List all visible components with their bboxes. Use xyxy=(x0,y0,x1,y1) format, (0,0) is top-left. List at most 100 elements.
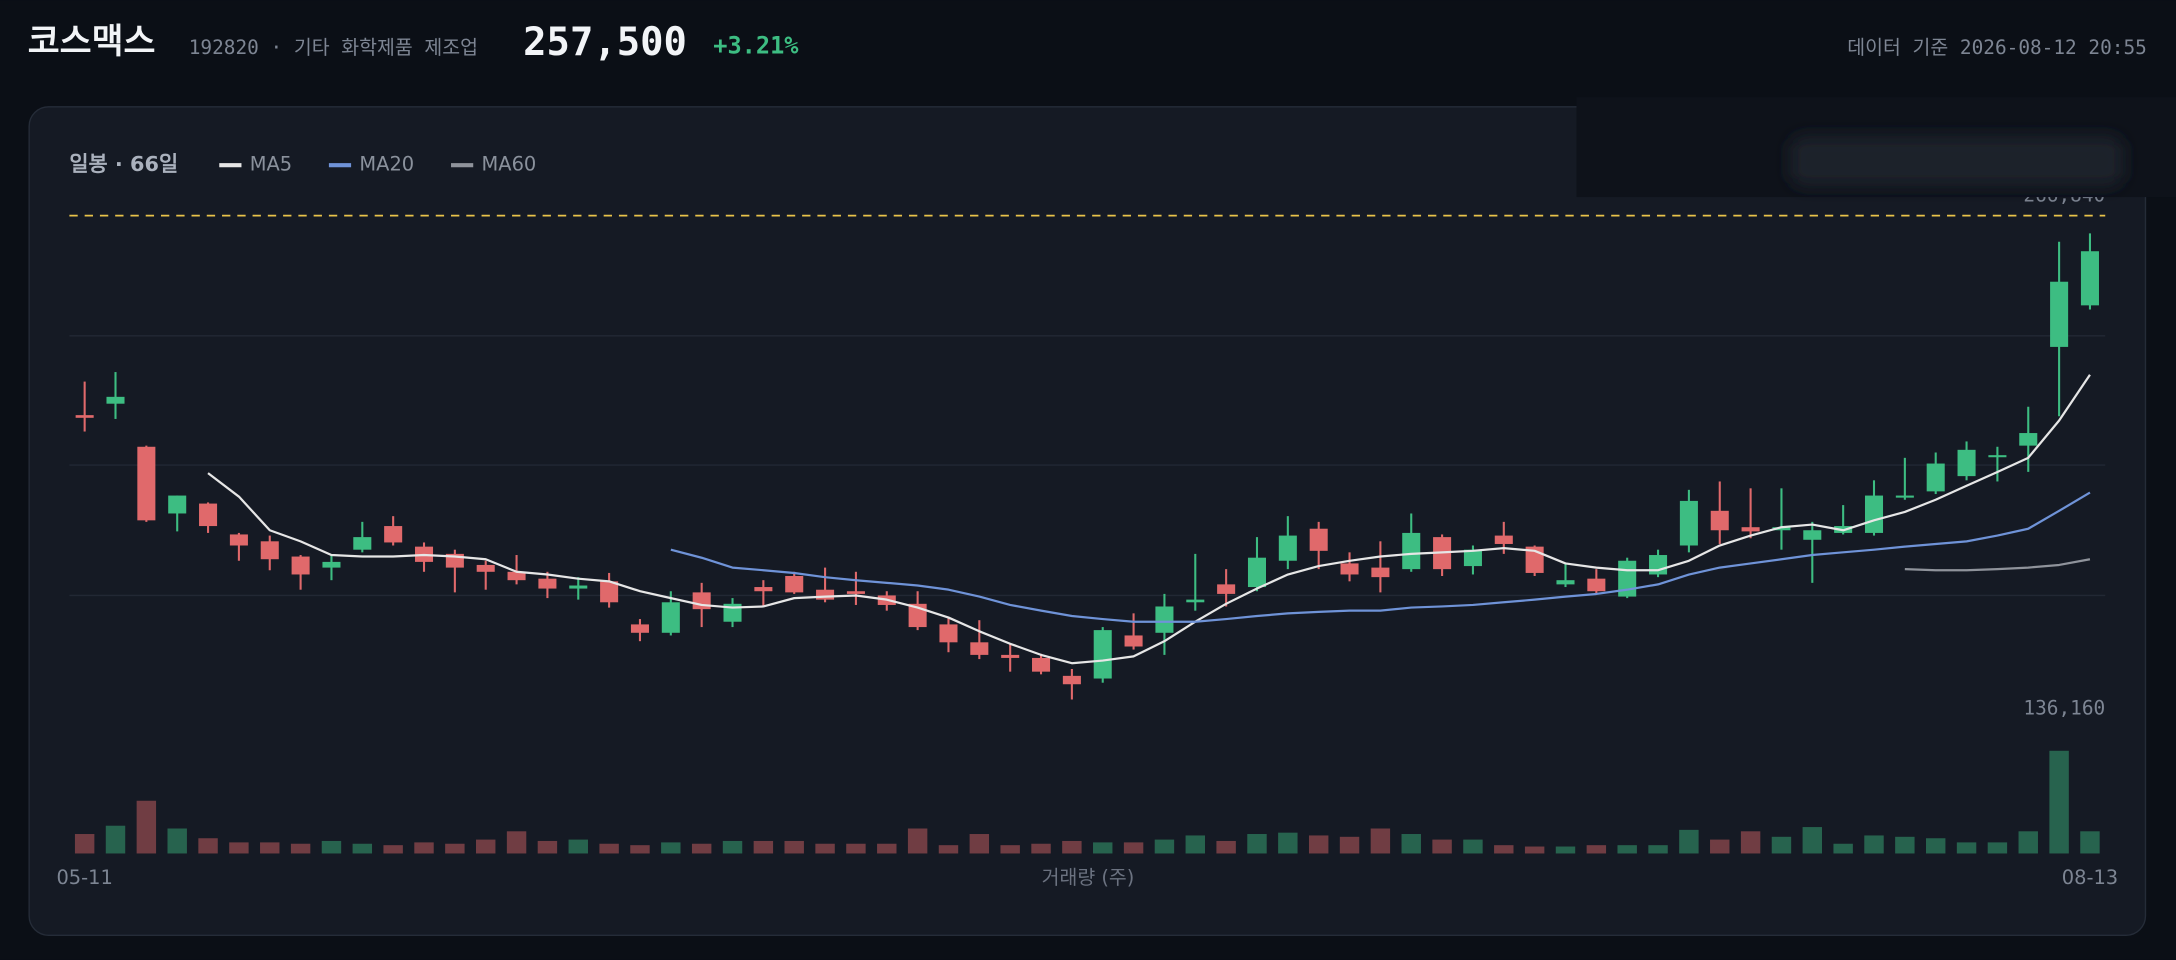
x-tick-label: 08-13 xyxy=(2062,866,2118,889)
candle-body xyxy=(1957,449,1976,477)
candle-body xyxy=(291,556,310,575)
timestamp: 데이터 기준 2026-08-12 20:55 xyxy=(1847,36,2147,59)
volume-bar xyxy=(1123,842,1144,854)
volume-bar xyxy=(1586,845,1607,854)
volume-bar xyxy=(290,843,311,854)
candle-body xyxy=(1895,495,1914,498)
volume-bar xyxy=(1617,845,1637,854)
volume-bar xyxy=(1370,828,1391,854)
candle-body xyxy=(692,592,711,610)
volume-bar xyxy=(1247,834,1267,854)
candle-body xyxy=(384,526,403,543)
candle-body xyxy=(137,446,156,521)
x-tick-label: 05-11 xyxy=(56,866,112,889)
candle-body xyxy=(1217,584,1236,594)
volume-bar xyxy=(1401,834,1421,854)
volume-axis-label: 거래량 (주) xyxy=(1042,866,1135,889)
volume-bar xyxy=(1062,840,1082,854)
volume-bar xyxy=(1308,835,1329,854)
chart-card xyxy=(28,106,2147,937)
candle-body xyxy=(476,564,495,572)
period-label: 일봉 · 66일 xyxy=(69,152,178,176)
volume-bar xyxy=(1216,840,1236,854)
candle-body xyxy=(538,578,557,589)
volume-bar xyxy=(136,800,157,854)
stock-info: 192820 · 기타 화학제품 제조업 xyxy=(189,36,478,59)
volume-bar xyxy=(537,840,558,854)
candle-body xyxy=(1556,580,1575,585)
volume-bar xyxy=(1740,831,1761,854)
blurred-tooltip xyxy=(1790,136,2124,186)
candle-body xyxy=(630,624,649,633)
candle-body xyxy=(1402,532,1421,570)
candle-body xyxy=(1309,528,1328,551)
legend-label: MA20 xyxy=(359,153,414,176)
volume-bar xyxy=(1648,845,1668,854)
volume-bar xyxy=(691,843,712,854)
candle-body xyxy=(1340,563,1359,575)
candle-body xyxy=(1741,527,1760,532)
candle-body xyxy=(168,495,187,514)
candle-body xyxy=(816,589,835,600)
candle-body xyxy=(785,575,804,593)
candle-body xyxy=(1371,567,1390,578)
volume-bar xyxy=(661,842,681,854)
volume-bar xyxy=(1432,839,1452,854)
volume-bar xyxy=(722,840,743,854)
volume-bar xyxy=(1494,845,1514,854)
candle-body xyxy=(846,591,865,594)
candle-body xyxy=(1803,530,1822,540)
volume-bar xyxy=(167,828,187,854)
volume-max-label: 136,160 xyxy=(2023,697,2105,720)
volume-bar xyxy=(877,843,897,854)
candle-body xyxy=(1155,606,1174,633)
volume-bar xyxy=(198,838,218,854)
candle-body xyxy=(199,503,218,527)
volume-bar xyxy=(445,843,465,854)
volume-bar xyxy=(969,834,990,854)
volume-bar xyxy=(229,842,249,854)
candle-body xyxy=(1494,535,1513,544)
candle-body xyxy=(1186,599,1205,603)
volume-bar xyxy=(1185,835,1205,854)
volume-bar xyxy=(2080,831,2100,854)
volume-bar xyxy=(1154,839,1175,854)
volume-bar xyxy=(1524,846,1545,854)
volume-bar xyxy=(907,828,928,854)
legend-label: MA5 xyxy=(250,153,292,176)
candle-body xyxy=(754,587,773,592)
volume-bar xyxy=(383,845,403,854)
candle-body xyxy=(1463,549,1482,567)
volume-bar xyxy=(568,839,588,854)
volume-bar xyxy=(74,834,95,854)
volume-bar xyxy=(1925,838,1946,854)
candle-body xyxy=(1988,455,2007,458)
candle-body xyxy=(600,581,619,603)
candle-body xyxy=(1587,578,1606,592)
volume-bar xyxy=(1956,842,1977,854)
candle-body xyxy=(1001,654,1020,658)
volume-bar xyxy=(1802,827,1823,854)
volume-bar xyxy=(321,840,342,854)
volume-bar xyxy=(352,843,373,854)
candle-body xyxy=(1093,630,1112,679)
candle-body xyxy=(229,534,248,546)
ma-line xyxy=(670,491,2091,623)
volume-bar xyxy=(476,839,496,854)
candle-body xyxy=(939,624,958,643)
volume-bar xyxy=(1771,836,1792,854)
volume-bar xyxy=(1339,836,1360,854)
candle-body xyxy=(569,585,588,589)
price: 257,500 xyxy=(523,20,687,65)
candle-body xyxy=(1278,535,1297,561)
candle-body xyxy=(1032,657,1051,672)
volume-bar xyxy=(506,831,527,854)
volume-bar xyxy=(846,843,866,854)
volume-bar xyxy=(1000,845,1020,854)
candle-body xyxy=(2080,251,2099,306)
volume-bar xyxy=(1555,846,1576,854)
candle-body xyxy=(1772,527,1791,531)
candle-body xyxy=(2019,433,2038,446)
